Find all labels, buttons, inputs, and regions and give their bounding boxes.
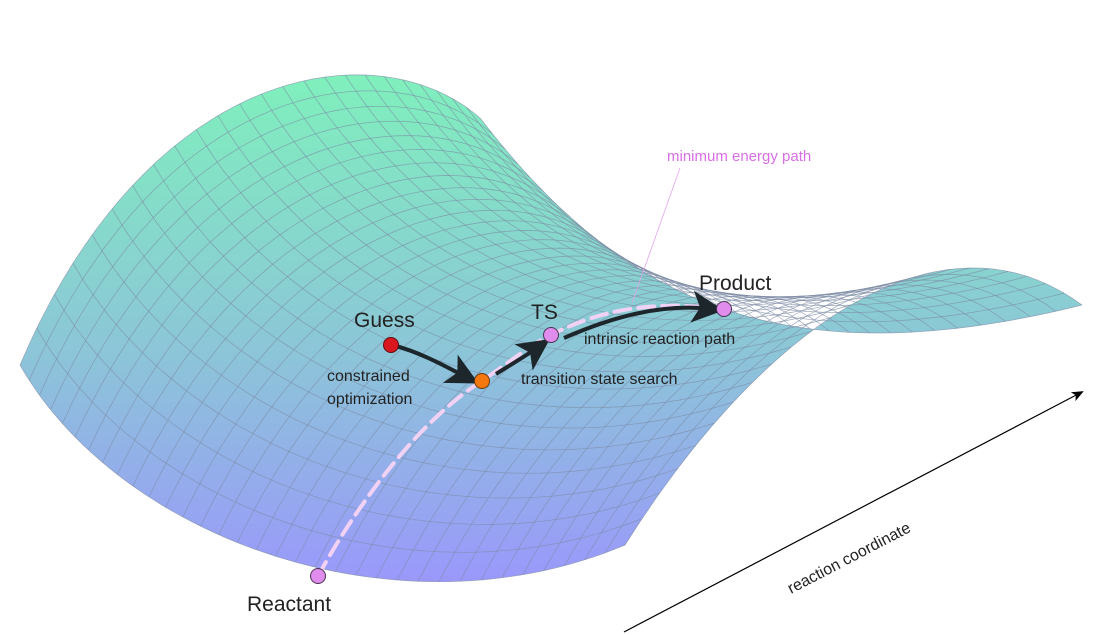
surface-grid-line: [261, 93, 851, 331]
surface-grid-line: [72, 263, 678, 499]
surface-grid-line: [217, 115, 812, 357]
product-point: [716, 301, 732, 317]
surface-grid-line: [239, 103, 832, 344]
constrained-optimization-label-line2: optimization: [327, 391, 412, 408]
intrinsic-reaction-path-arrow: [563, 290, 724, 340]
surface-grid-line: [54, 294, 660, 525]
surface-grid-line: [19, 364, 626, 583]
intrinsic-reaction-path-label: intrinsic reaction path: [584, 331, 735, 348]
ts-label: TS: [531, 301, 558, 324]
guess-point: [383, 337, 399, 353]
surface-grid-line: [196, 129, 792, 373]
minimum-energy-path-leader: [631, 167, 681, 304]
surface-grid-line: [91, 234, 697, 474]
surface-grid-line: [282, 86, 871, 321]
constrained-optimization-label-line1: constrained: [327, 368, 410, 385]
reactant-point: [310, 568, 326, 584]
surface-grid-line: [452, 98, 1046, 313]
surface-grid-line: [303, 80, 891, 313]
surface-grid-line: [324, 76, 911, 306]
surface-grid-line: [132, 185, 734, 429]
minimum-energy-path-line: [316, 303, 726, 578]
transition-state-search-arrow: [494, 339, 550, 376]
reactant-label: Reactant: [247, 593, 331, 616]
product-label: Product: [699, 272, 772, 295]
surface-grid-line: [383, 76, 970, 297]
transition-state-search-label: transition state search: [521, 371, 678, 388]
transition-state-point: [543, 327, 559, 343]
surface-grid-line: [36, 328, 643, 553]
constrained-optimization-arrow: [391, 343, 479, 384]
constrained-optimum-point: [474, 373, 490, 389]
surface-grid-line: [436, 90, 1028, 306]
reaction-coordinate-label: reaction coordinate: [785, 520, 914, 598]
surface-grid-line: [364, 74, 951, 298]
reaction-coordinate-arrow: [623, 391, 1084, 633]
minimum-energy-path-label: minimum energy path: [667, 148, 811, 165]
surface-grid-line: [419, 84, 1009, 301]
surface-grid-line: [111, 208, 715, 451]
surface-grid-line: [153, 164, 753, 409]
surface-grid-line: [402, 79, 990, 298]
guess-label: Guess: [354, 309, 415, 332]
